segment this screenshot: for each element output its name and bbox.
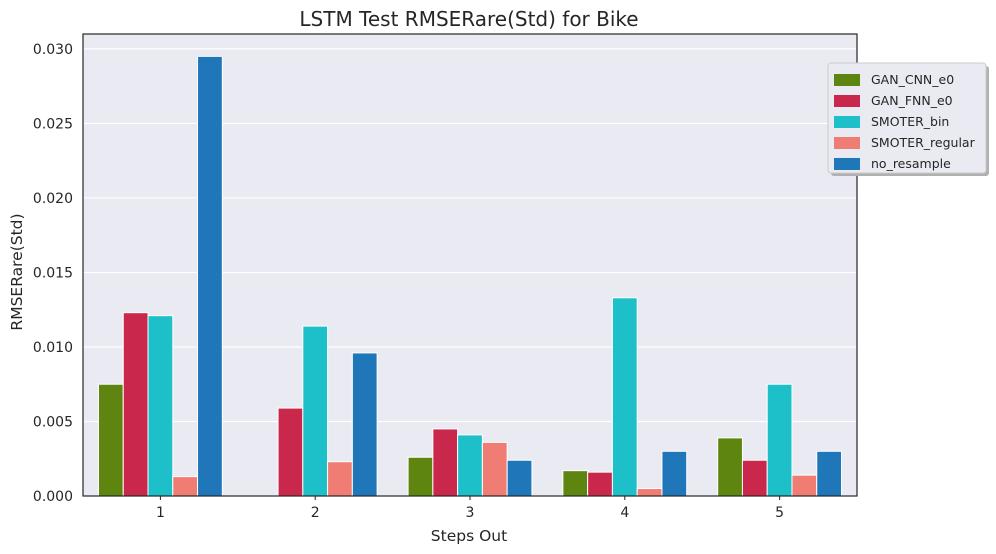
legend: GAN_CNN_e0 GAN_FNN_e0 SMOTER_bin SMOTER_reg…	[827, 62, 989, 176]
y-tick-label: 0.005	[33, 414, 73, 430]
legend-label: SMOTER_regular	[871, 135, 976, 150]
bar-GAN_CNN_e0-1	[97, 383, 124, 497]
x-tick-label: 1	[156, 505, 165, 521]
bar-SMOTER_regular-4	[636, 488, 663, 497]
y-tick-label: 0.010	[33, 340, 73, 356]
legend-swatch	[834, 137, 860, 149]
legend-label: no_resample	[871, 156, 951, 171]
legend-label: SMOTER_bin	[871, 114, 949, 129]
y-tick-label: 0.020	[33, 191, 73, 207]
bar-GAN_FNN_e0-1	[122, 312, 149, 497]
x-tick-label: 5	[775, 505, 784, 521]
legend-box	[827, 62, 987, 174]
y-tick-label: 0.000	[33, 489, 73, 505]
bar-GAN_FNN_e0-4	[587, 471, 613, 497]
bar-GAN_CNN_e0-3	[407, 456, 434, 497]
legend-swatch	[834, 74, 860, 86]
x-tick-label: 2	[311, 505, 320, 521]
bar-no_resample-2	[351, 352, 378, 497]
bar-GAN_FNN_e0-2	[277, 407, 304, 497]
legend-label: GAN_CNN_e0	[871, 72, 954, 87]
bar-GAN_FNN_e0-5	[741, 459, 768, 497]
bar-no_resample-3	[506, 459, 533, 497]
x-axis: 1 2 3 4 5	[156, 496, 784, 521]
y-tick-label: 0.025	[33, 116, 73, 132]
bar-no_resample-5	[816, 450, 843, 497]
bar-SMOTER_bin-4	[611, 297, 638, 497]
bar-GAN_CNN_e0-4	[562, 470, 589, 497]
legend-swatch	[834, 95, 860, 107]
y-axis: 0.000 0.005 0.010 0.015 0.020 0.025 0.030	[33, 42, 73, 505]
bar-GAN_CNN_e0-5	[717, 437, 743, 497]
y-axis-title: RMSERare(Std)	[8, 213, 26, 330]
bar-SMOTER_bin-2	[302, 325, 329, 497]
bar-SMOTER_regular-1	[172, 476, 199, 497]
bar-SMOTER_bin-5	[766, 383, 793, 497]
bar-no_resample-1	[197, 55, 223, 497]
x-axis-title: Steps Out	[431, 527, 507, 545]
bar-SMOTER_regular-3	[481, 441, 508, 497]
bar-no_resample-4	[661, 450, 688, 497]
x-tick-label: 4	[620, 505, 629, 521]
y-tick-label: 0.015	[33, 265, 73, 281]
chart-title: LSTM Test RMSERare(Std) for Bike	[299, 7, 638, 31]
legend-label: GAN_FNN_e0	[871, 93, 953, 108]
bar-SMOTER_regular-5	[791, 474, 818, 497]
bar-SMOTER_bin-1	[147, 315, 174, 497]
bar-SMOTER_regular-2	[327, 461, 353, 497]
bar-SMOTER_bin-3	[457, 434, 483, 497]
legend-swatch	[834, 116, 860, 128]
y-tick-label: 0.030	[33, 42, 73, 58]
legend-swatch	[834, 158, 860, 170]
x-tick-label: 3	[466, 505, 475, 521]
bar-GAN_FNN_e0-3	[432, 428, 459, 497]
